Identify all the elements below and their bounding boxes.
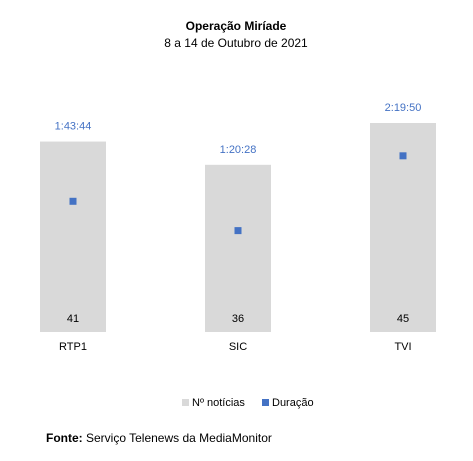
duration-label-tvi: 2:19:50 [385, 102, 422, 114]
count-label-sic: 36 [232, 313, 244, 325]
bars-group: 41 1:43:44 RTP1 36 1:20:28 SIC 45 2:19:50 TVI [40, 102, 436, 353]
chart-title: Operação Miríade [186, 19, 287, 33]
legend: Nº notícias Duração [182, 397, 314, 409]
category-label-sic: SIC [229, 341, 247, 353]
count-label-rtp1: 41 [67, 313, 79, 325]
category-label-tvi: TVI [394, 341, 411, 353]
duration-marker-tvi [399, 152, 407, 160]
duration-label-sic: 1:20:28 [220, 144, 257, 156]
markers-group [69, 152, 407, 235]
source-text: Serviço Telenews da MediaMonitor [82, 431, 272, 445]
bar-rtp1 [40, 141, 106, 332]
duration-label-rtp1: 1:43:44 [55, 121, 92, 133]
duration-marker-rtp1 [69, 197, 77, 205]
bar-sic [205, 164, 271, 332]
source-note: Fonte: Serviço Telenews da MediaMonitor [46, 431, 272, 445]
duration-marker-sic [234, 227, 242, 235]
legend-swatch-duracao [262, 399, 269, 406]
category-label-rtp1: RTP1 [59, 341, 87, 353]
chart-subtitle: 8 a 14 de Outubro de 2021 [164, 36, 308, 50]
legend-label-duracao: Duração [272, 397, 314, 409]
legend-swatch-noticias [182, 399, 189, 406]
legend-label-noticias: Nº notícias [192, 397, 245, 409]
count-label-tvi: 45 [397, 313, 409, 325]
source-label: Fonte: [46, 431, 83, 445]
